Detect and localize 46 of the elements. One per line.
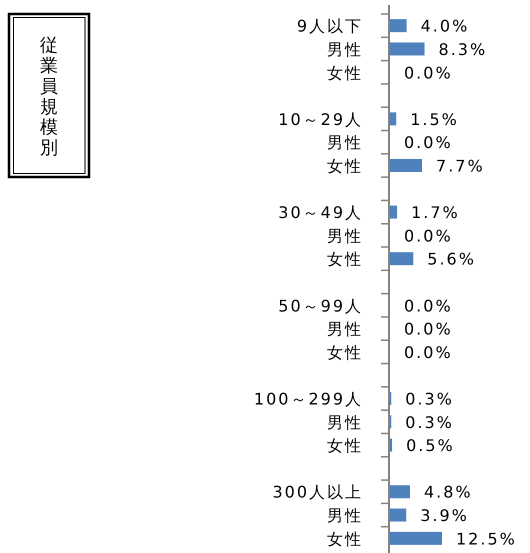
data-label: 3.9% (420, 506, 469, 526)
y-tick-label: 9人以下 (296, 16, 363, 36)
y-tick-label: 300人以上 (272, 482, 363, 502)
y-tick-label: 男性 (327, 506, 363, 526)
y-tick-label: 女性 (327, 156, 363, 176)
y-tick-label: 女性 (327, 63, 363, 82)
data-label: 1.5% (410, 110, 459, 129)
data-label: 0.0% (404, 342, 453, 362)
y-tick-label: 10～29人 (278, 110, 363, 129)
data-label: 8.3% (438, 40, 488, 59)
bar (390, 532, 442, 545)
data-label: 4.8% (424, 482, 473, 502)
bar (390, 206, 398, 219)
y-tick-label: 男性 (327, 226, 363, 246)
text: 従業員規模別 (40, 34, 58, 158)
y-tick-label: 男性 (327, 320, 363, 339)
y-tick-label: 男性 (327, 133, 363, 152)
y-tick-label: 30～49人 (278, 203, 363, 222)
data-label: 4.0% (420, 16, 470, 36)
bar (390, 112, 396, 126)
y-tick-label: 男性 (327, 40, 363, 59)
y-tick-label: 女性 (327, 436, 363, 456)
bar (390, 485, 410, 498)
y-tick-label: 男性 (327, 412, 363, 432)
data-label: 0.3% (405, 412, 454, 432)
data-label: 12.5% (456, 529, 517, 548)
data-label: 7.7% (436, 156, 485, 176)
bar (390, 158, 422, 172)
data-label: 0.0% (404, 320, 453, 339)
data-label: 0.0% (404, 226, 453, 246)
data-label: 0.0% (404, 63, 453, 82)
y-tick-label: 100～299人 (254, 390, 363, 409)
bar (390, 42, 425, 56)
data-label: 0.3% (405, 390, 454, 409)
bar (390, 252, 414, 266)
data-label: 0.0% (404, 133, 453, 152)
data-label: 5.6% (427, 250, 476, 269)
data-label: 0.5% (406, 436, 455, 456)
y-tick-label: 女性 (327, 342, 363, 362)
data-label: 1.7% (411, 203, 460, 222)
y-tick-label: 女性 (327, 529, 363, 548)
bar (390, 19, 407, 32)
bar (390, 508, 406, 522)
y-tick-label: 50～99人 (278, 296, 363, 316)
data-label: 0.0% (404, 296, 453, 316)
y-tick-label: 女性 (327, 250, 363, 269)
